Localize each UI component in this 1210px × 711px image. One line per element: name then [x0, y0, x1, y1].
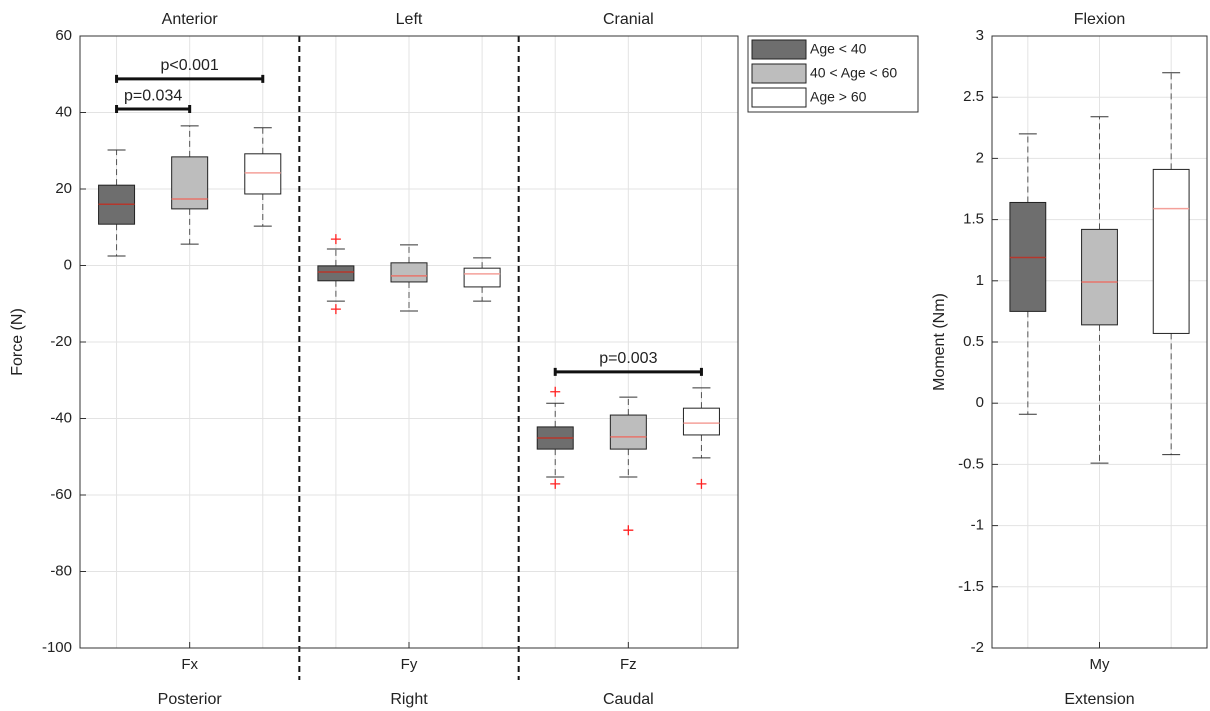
y-tick-label: -100: [42, 639, 72, 656]
y-tick-label: -1.5: [958, 578, 984, 595]
x-tick-label: My: [1090, 656, 1110, 673]
box: [317, 265, 355, 282]
top-label: Anterior: [162, 11, 219, 28]
y-tick-label: 0.5: [963, 333, 984, 350]
y-tick-label: 3: [976, 27, 984, 44]
legend-swatch: [751, 63, 807, 84]
outlier: [550, 386, 561, 397]
significance-bar: [115, 74, 265, 83]
legend-label: 40 < Age < 60: [810, 65, 897, 81]
outlier: [330, 304, 341, 315]
y-tick-label: -80: [50, 562, 72, 579]
y-axis-label: Force (N): [9, 308, 26, 376]
significance-label: p=0.034: [124, 87, 182, 104]
y-tick-label: 2: [976, 149, 984, 166]
y-tick-label: 0: [976, 394, 984, 411]
y-tick-label: 1: [976, 272, 984, 289]
x-tick-label: Fy: [401, 656, 418, 673]
bottom-label: Caudal: [603, 691, 654, 708]
x-tick-label: Fx: [181, 656, 198, 673]
box: [171, 156, 209, 210]
y-tick-label: -2: [971, 639, 984, 656]
y-tick-label: -1: [971, 517, 984, 534]
outlier: [696, 478, 707, 489]
y-tick-label: 2.5: [963, 88, 984, 105]
significance-bar: [115, 105, 192, 114]
axes-frame: [79, 35, 739, 649]
y-tick-label: -20: [50, 333, 72, 350]
significance-label: p<0.001: [161, 57, 219, 74]
y-tick-label: 20: [55, 180, 72, 197]
box: [244, 153, 282, 195]
y-tick-label: -40: [50, 409, 72, 426]
legend-swatch: [751, 87, 807, 108]
box: [609, 414, 647, 450]
outlier: [550, 478, 561, 489]
y-tick-label: 0: [64, 256, 72, 273]
y-tick-label: 1.5: [963, 211, 984, 228]
outlier: [623, 525, 634, 536]
y-tick-label: 60: [55, 27, 72, 44]
y-tick-label: -0.5: [958, 455, 984, 472]
y-tick-label: 40: [55, 103, 72, 120]
x-tick-label: Fz: [620, 656, 637, 673]
bottom-label: Posterior: [158, 691, 223, 708]
significance-bar: [553, 367, 703, 376]
bottom-label: Extension: [1064, 691, 1134, 708]
significance-label: p=0.003: [599, 350, 657, 367]
box: [390, 262, 428, 283]
box: [682, 407, 720, 436]
y-axis-label: Moment (Nm): [931, 293, 948, 391]
top-label: Flexion: [1074, 11, 1126, 28]
top-label: Cranial: [603, 11, 654, 28]
box: [1081, 228, 1118, 326]
y-tick-label: -60: [50, 486, 72, 503]
axes-frame: [991, 35, 1208, 649]
legend-label: Age < 40: [810, 41, 867, 57]
top-label: Left: [396, 11, 423, 28]
box: [463, 267, 501, 288]
bottom-label: Right: [390, 691, 428, 708]
box: [1152, 168, 1190, 334]
legend-label: Age > 60: [810, 89, 867, 105]
outlier: [330, 234, 341, 245]
legend-swatch: [751, 39, 807, 60]
